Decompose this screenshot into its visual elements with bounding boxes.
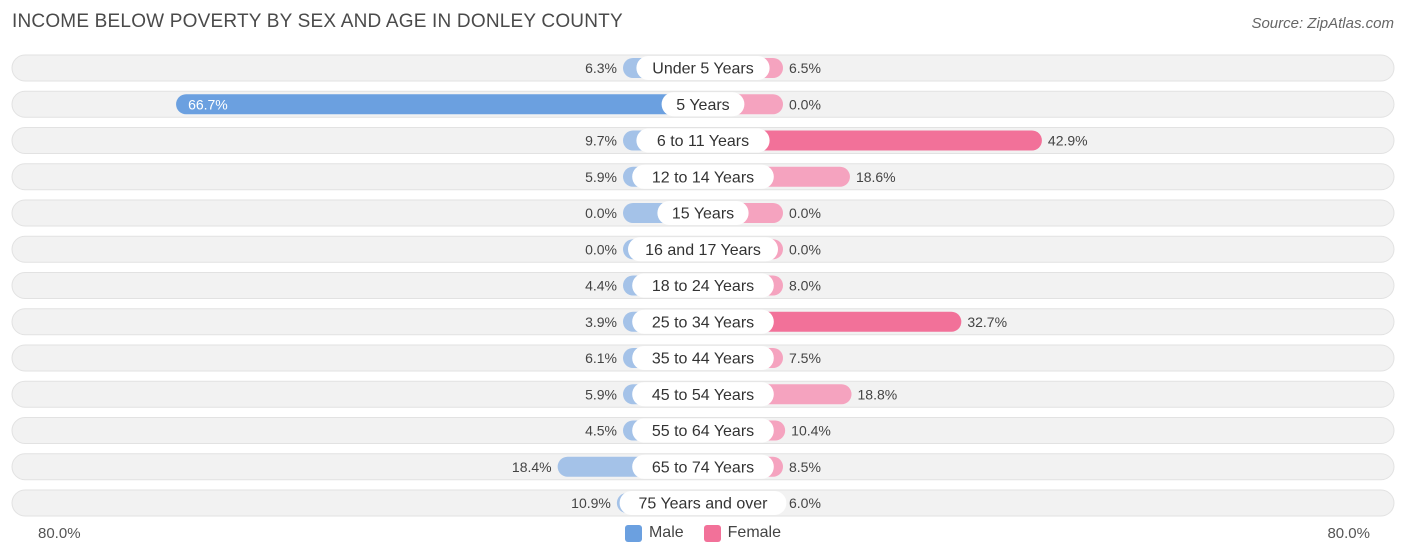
category-label: 65 to 74 Years <box>652 459 754 476</box>
category-pill <box>632 346 774 370</box>
value-label-male: 0.0% <box>585 205 617 221</box>
value-label-male: 4.5% <box>585 423 617 439</box>
category-pill <box>636 56 770 80</box>
category-label: 25 to 34 Years <box>652 314 754 331</box>
value-label-male: 5.9% <box>585 169 617 185</box>
value-label-female: 32.7% <box>967 314 1007 330</box>
axis-min-label: 80.0% <box>38 525 81 542</box>
value-label-male: 4.4% <box>585 278 617 294</box>
category-label: 18 to 24 Years <box>652 278 754 295</box>
value-label-female: 0.0% <box>789 241 821 257</box>
value-label-male: 3.9% <box>585 314 617 330</box>
category-label: 16 and 17 Years <box>645 242 761 259</box>
value-label-female: 0.0% <box>789 96 821 112</box>
value-label-male: 9.7% <box>585 133 617 149</box>
value-label-male: 5.9% <box>585 386 617 402</box>
bar-female <box>703 130 1042 151</box>
value-label-female: 6.5% <box>789 60 821 76</box>
value-label-male: 6.1% <box>585 350 617 366</box>
value-label-male: 6.3% <box>585 60 617 76</box>
value-label-female: 8.5% <box>789 459 821 475</box>
category-pill <box>632 454 774 479</box>
category-pill <box>628 237 778 262</box>
category-pill <box>632 382 774 407</box>
value-label-male: 10.9% <box>571 495 611 511</box>
category-pill <box>636 128 770 153</box>
poverty-bar-chart: 6.3% 6.5% Under 5 Years 66.7% 0.0% 5 Years 9.7… <box>11 54 1395 517</box>
value-label-male: 18.4% <box>512 459 552 475</box>
value-label-male: 0.0% <box>585 241 617 257</box>
category-label: 12 to 14 Years <box>652 169 754 186</box>
chart-title: INCOME BELOW POVERTY BY SEX AND AGE IN D… <box>12 11 623 32</box>
category-label: 35 to 44 Years <box>652 351 754 368</box>
legend-label-male: Male <box>648 524 684 541</box>
category-label: 45 to 54 Years <box>652 387 754 404</box>
legend-swatch-female <box>703 524 721 542</box>
source-label: Source: ZipAtlas.com <box>1251 15 1394 32</box>
value-label-female: 8.0% <box>789 278 821 294</box>
category-label: 6 to 11 Years <box>657 133 749 150</box>
category-label: 55 to 64 Years <box>652 423 754 440</box>
legend-item-male[interactable]: Male <box>624 524 684 542</box>
category-pill <box>632 309 774 334</box>
legend-swatch-male <box>624 524 642 542</box>
category-pill <box>632 418 774 443</box>
value-label-female: 0.0% <box>789 205 821 221</box>
value-label-female: 18.8% <box>858 386 898 402</box>
value-label-male: 66.7% <box>188 96 228 112</box>
category-label: 15 Years <box>672 206 734 223</box>
category-label: 75 Years and over <box>639 496 769 513</box>
category-label: 5 Years <box>676 97 729 114</box>
category-pill <box>657 201 749 225</box>
legend-label-female: Female <box>727 524 782 541</box>
legend-item-female[interactable]: Female <box>703 524 782 542</box>
axis-max-label: 80.0% <box>1327 525 1370 542</box>
value-label-female: 7.5% <box>789 350 821 366</box>
category-pill <box>632 273 774 298</box>
category-pill <box>632 164 774 189</box>
category-pill <box>661 92 745 117</box>
legend: Male Female <box>0 524 1406 542</box>
bar-male <box>176 94 703 115</box>
category-pill <box>619 491 787 515</box>
value-label-female: 42.9% <box>1048 133 1088 149</box>
value-label-female: 10.4% <box>791 423 831 439</box>
category-label: Under 5 Years <box>652 61 753 78</box>
value-label-female: 18.6% <box>856 169 896 185</box>
value-label-female: 6.0% <box>789 495 821 511</box>
